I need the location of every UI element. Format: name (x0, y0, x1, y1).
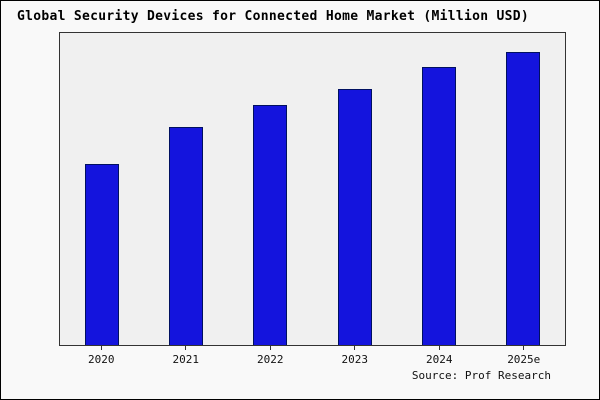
x-tick-mark (185, 346, 187, 350)
bar-2021 (169, 126, 204, 345)
bar-cell (144, 33, 228, 345)
source-text: Source: Prof Research (411, 369, 551, 382)
x-tick-mark (100, 346, 102, 350)
x-tick-label: 2025e (507, 353, 541, 366)
chart-title: Global Security Devices for Connected Ho… (17, 9, 529, 24)
x-tick-cell: 2020 (59, 346, 144, 366)
x-tick-label: 2024 (426, 353, 453, 366)
bars (60, 33, 565, 345)
bar-cell (228, 33, 312, 345)
x-tick-label: 2020 (88, 353, 115, 366)
x-tick-label: 2022 (257, 353, 284, 366)
x-tick-label: 2021 (172, 353, 200, 366)
x-tick-mark (523, 346, 525, 350)
x-tick-mark (438, 346, 440, 350)
bar-2024 (421, 67, 456, 345)
bar-2023 (337, 89, 372, 345)
x-tick-label: 2023 (341, 353, 369, 366)
bar-2022 (253, 104, 288, 345)
plot-area (59, 32, 566, 346)
x-tick-cell: 2021 (144, 346, 229, 366)
x-tick-mark (269, 346, 271, 350)
bar-cell (313, 33, 397, 345)
bar-cell (397, 33, 481, 345)
x-axis-labels: 2020 2021 2022 2023 2024 2025e (59, 346, 566, 366)
x-tick-cell: 2023 (313, 346, 398, 366)
x-tick-mark (354, 346, 356, 350)
x-tick-cell: 2024 (397, 346, 482, 366)
bar-2020 (85, 164, 120, 345)
bar-cell (481, 33, 565, 345)
x-tick-cell: 2022 (228, 346, 313, 366)
bar-cell (60, 33, 144, 345)
bar-2025e (505, 51, 540, 345)
x-tick-cell: 2025e (482, 346, 567, 366)
